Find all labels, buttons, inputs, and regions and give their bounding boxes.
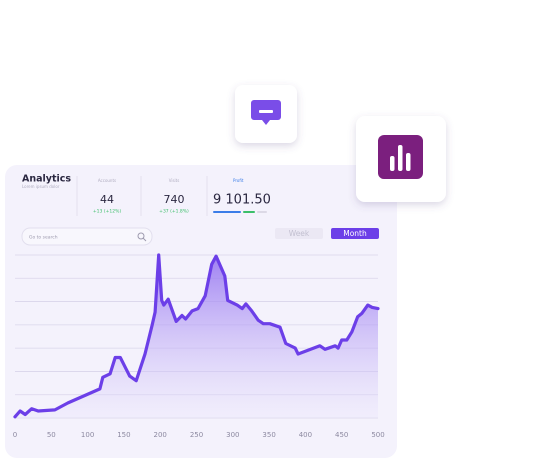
stat-value: 740 bbox=[164, 193, 185, 206]
chart-icon-bar bbox=[406, 153, 411, 171]
chart-icon-bar bbox=[390, 156, 395, 171]
chart-icon-bar bbox=[398, 145, 403, 171]
subtitle: Lorem ipsum dolor bbox=[22, 184, 60, 189]
tab-label: Week bbox=[289, 229, 310, 238]
stat-value: 44 bbox=[100, 193, 114, 206]
x-tick-label: 300 bbox=[226, 431, 239, 439]
message-icon-bar bbox=[259, 110, 273, 113]
x-tick-label: 150 bbox=[117, 431, 130, 439]
x-tick-label: 450 bbox=[335, 431, 348, 439]
x-tick-label: 250 bbox=[190, 431, 203, 439]
stat-change: +37 (+1.8%) bbox=[159, 209, 189, 215]
plot: 0 50 100 150 200 250 300 350 400 450 500 bbox=[13, 253, 385, 439]
stat-value: 9 101.50 bbox=[213, 193, 271, 208]
tab-month[interactable] bbox=[331, 228, 379, 239]
x-tick-label: 0 bbox=[13, 431, 17, 439]
progress-bar bbox=[257, 211, 267, 213]
search-box[interactable] bbox=[21, 227, 153, 246]
stat-label: Accounts bbox=[98, 178, 116, 183]
stat-label: Visits bbox=[169, 178, 180, 183]
progress-bar bbox=[213, 211, 241, 213]
x-tick-label: 200 bbox=[154, 431, 167, 439]
stat-change: +13 (+12%) bbox=[93, 209, 121, 215]
progress-bar bbox=[243, 211, 255, 213]
search-icon bbox=[137, 232, 145, 240]
x-tick-label: 100 bbox=[81, 431, 94, 439]
stat-label: Profit bbox=[233, 178, 244, 183]
x-tick-label: 50 bbox=[47, 431, 56, 439]
x-tick-label: 400 bbox=[299, 431, 312, 439]
x-tick-label: 500 bbox=[371, 431, 384, 439]
tab-label: Month bbox=[343, 229, 367, 238]
tab-week[interactable] bbox=[275, 228, 323, 239]
search-icon bbox=[142, 237, 147, 242]
line bbox=[13, 253, 380, 419]
search-placeholder: Go to search bbox=[29, 235, 58, 241]
title: Analytics bbox=[22, 174, 71, 185]
x-tick-label: 350 bbox=[262, 431, 275, 439]
